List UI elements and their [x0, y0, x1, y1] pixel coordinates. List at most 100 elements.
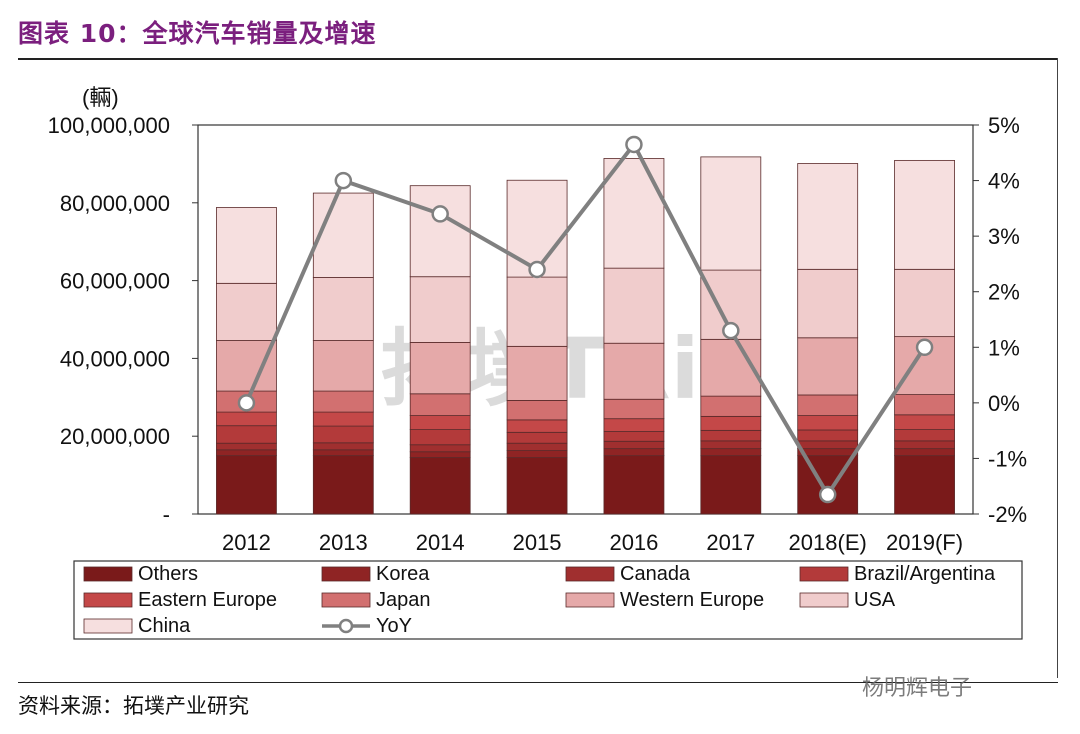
stacked-bars: [216, 156, 955, 515]
left-axis: - 20,000,000 40,000,000 60,000,000 80,000,00…: [48, 85, 198, 527]
bar-usa-0: [216, 282, 277, 341]
plot-border: [197, 124, 974, 515]
right-tick-label: 4%: [988, 169, 1020, 194]
bar-western-europe-2: [409, 342, 471, 395]
bar-usa-4: [603, 267, 665, 344]
yoy-line: [237, 135, 934, 504]
legend-swatch: [83, 618, 133, 634]
bar-others-0: [216, 455, 277, 515]
bar-canada-0: [216, 442, 277, 451]
bar-eastern-europe-0: [216, 411, 277, 427]
legend-swatch: [799, 592, 849, 608]
unit-label: (輛): [82, 85, 119, 110]
bottom-rule: [18, 682, 1058, 683]
bar-japan-5: [700, 395, 762, 417]
legend-label: Others: [138, 563, 198, 585]
bar-brazil-argentina-7: [894, 429, 955, 442]
bar-canada-6: [797, 440, 859, 450]
yoy-point: [237, 394, 256, 412]
bar-china-4: [603, 158, 665, 269]
left-tick-label: 20,000,000: [60, 424, 170, 449]
bar-china-5: [700, 156, 762, 271]
legend-label: Western Europe: [620, 589, 764, 611]
bar-brazil-argentina-4: [603, 431, 665, 442]
bar-korea-2: [409, 451, 471, 458]
bar-usa-7: [894, 268, 955, 338]
bar-china-6: [797, 163, 859, 270]
right-tick-label: -2%: [988, 502, 1027, 527]
bar-china-0: [216, 207, 277, 284]
x-tick-label: 2019(F): [886, 530, 963, 555]
x-axis: 2012 2013 2014 2015 2016 2017 2018(E) 2019(F): [222, 530, 963, 555]
bar-canada-4: [603, 440, 665, 450]
bar-brazil-argentina-0: [216, 425, 277, 444]
right-rule: [1057, 58, 1058, 678]
bar-western-europe-3: [506, 345, 568, 401]
left-tick-label: 60,000,000: [60, 269, 170, 294]
left-tick-label: 40,000,000: [60, 346, 170, 371]
bar-others-2: [409, 457, 471, 515]
x-tick-label: 2013: [319, 530, 368, 555]
x-tick-label: 2016: [609, 530, 658, 555]
bar-korea-1: [312, 449, 374, 457]
legend-swatch: [83, 592, 133, 608]
bar-japan-7: [894, 394, 955, 416]
right-tick-label: 0%: [988, 391, 1020, 416]
right-tick-label: 1%: [988, 335, 1020, 360]
left-tick-label: -: [163, 502, 170, 527]
legend-label: China: [138, 615, 191, 637]
bar-korea-6: [797, 448, 859, 457]
legend-swatch: [321, 592, 371, 608]
plot-frame: [197, 124, 974, 515]
bar-brazil-argentina-6: [797, 429, 859, 442]
bar-japan-3: [506, 400, 568, 421]
source-note: 资料来源：拓墣产业研究: [18, 694, 249, 718]
bar-japan-4: [603, 398, 665, 420]
legend-label: Korea: [376, 563, 430, 585]
top-rule: [18, 58, 1058, 60]
bar-canada-3: [506, 442, 568, 451]
right-tick-label: 5%: [988, 113, 1020, 138]
bar-eastern-europe-3: [506, 419, 568, 433]
bar-korea-3: [506, 450, 568, 458]
bar-canada-1: [312, 442, 374, 451]
left-tick-label: 100,000,000: [48, 113, 170, 138]
yoy-point: [334, 171, 353, 190]
bar-japan-1: [312, 390, 374, 413]
bar-china-7: [894, 159, 955, 270]
bar-korea-7: [894, 448, 955, 457]
yoy-point: [915, 338, 934, 357]
right-tick-label: -1%: [988, 446, 1027, 471]
yoy-point: [722, 321, 740, 340]
bar-usa-1: [312, 277, 374, 341]
bar-korea-5: [700, 448, 762, 457]
bar-japan-2: [409, 393, 471, 416]
bar-eastern-europe-5: [700, 415, 762, 431]
legend-label: YoY: [376, 615, 412, 637]
bar-brazil-argentina-1: [312, 425, 374, 444]
account-watermark: 杨明辉电子: [862, 676, 973, 701]
bar-usa-2: [409, 276, 471, 343]
x-tick-label: 2015: [513, 530, 562, 555]
bar-eastern-europe-2: [409, 415, 471, 430]
bar-western-europe-6: [797, 337, 859, 396]
legend-swatch: [83, 566, 133, 582]
right-tick-label: 3%: [988, 224, 1020, 249]
bar-others-4: [603, 455, 665, 515]
legend-label: Eastern Europe: [138, 589, 277, 611]
right-tick-label: 2%: [988, 280, 1020, 305]
bar-brazil-argentina-3: [506, 431, 568, 444]
legend-swatch: [799, 566, 849, 582]
bar-canada-7: [894, 440, 955, 450]
yoy-point: [625, 135, 643, 154]
bar-others-3: [506, 457, 568, 515]
x-tick-label: 2012: [222, 530, 271, 555]
yoy-polyline: [244, 140, 927, 499]
bar-china-2: [409, 185, 471, 278]
bar-eastern-europe-7: [894, 414, 955, 430]
bar-eastern-europe-6: [797, 415, 859, 431]
yoy-point: [528, 260, 546, 279]
legend-label: Canada: [620, 563, 691, 585]
left-tick-label: 80,000,000: [60, 191, 170, 216]
legend-label: Japan: [376, 589, 431, 611]
